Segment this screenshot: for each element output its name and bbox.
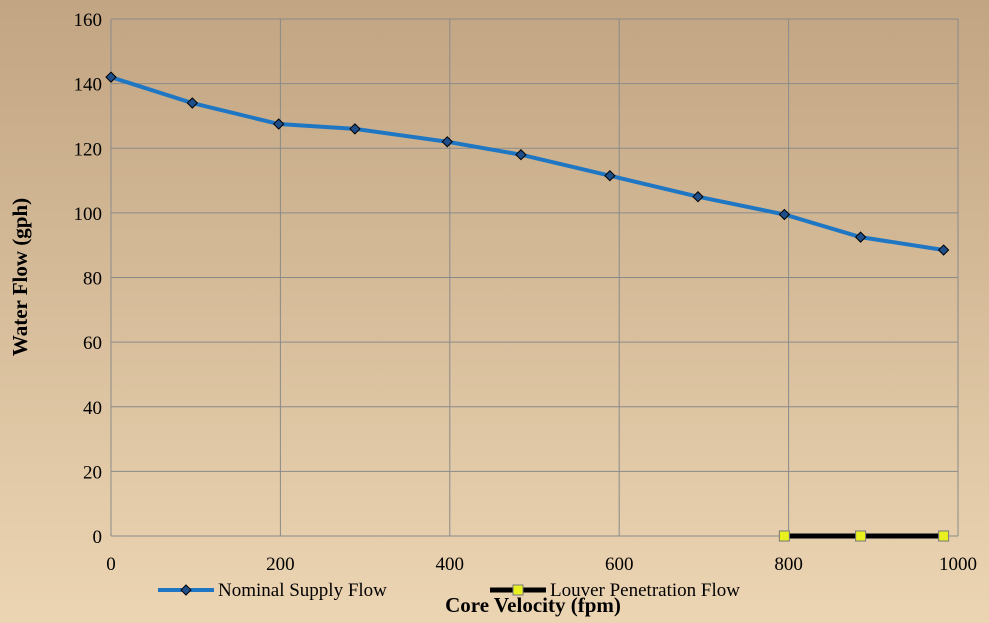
y-tick-label: 80 bbox=[83, 269, 102, 290]
marker bbox=[272, 118, 285, 130]
marker bbox=[855, 530, 867, 542]
series bbox=[778, 530, 950, 542]
y-tick-label: 20 bbox=[83, 462, 102, 483]
y-tick-label: 160 bbox=[74, 10, 103, 31]
y-tick-label: 140 bbox=[74, 75, 103, 96]
x-tick-label: 1000 bbox=[939, 554, 977, 575]
marker bbox=[180, 584, 192, 596]
marker bbox=[515, 149, 527, 161]
marker bbox=[512, 584, 524, 596]
grid: 0 20 40 60 80 100 120 140 160 0 200 400 600 800 1000 bbox=[74, 10, 978, 575]
series bbox=[105, 71, 950, 256]
x-tick-label: 600 bbox=[605, 554, 634, 575]
marker bbox=[692, 191, 704, 203]
marker bbox=[105, 71, 117, 83]
marker bbox=[604, 170, 616, 182]
plot bbox=[105, 71, 950, 542]
legend-label: Louver Penetration Flow bbox=[550, 580, 740, 601]
legend-label: Nominal Supply Flow bbox=[218, 580, 387, 601]
y-tick-label: 100 bbox=[74, 204, 103, 225]
marker bbox=[854, 231, 867, 243]
marker bbox=[778, 208, 791, 221]
y-axis-label: Water Flow (gph) bbox=[8, 198, 32, 356]
x-tick-label: 200 bbox=[266, 554, 295, 575]
y-tick-label: 40 bbox=[83, 398, 102, 419]
x-axis-label: Core Velocity (fpm) bbox=[445, 593, 621, 617]
y-tick-label: 0 bbox=[93, 527, 103, 548]
marker bbox=[938, 530, 950, 542]
marker bbox=[186, 97, 199, 109]
y-tick-label: 60 bbox=[83, 333, 102, 354]
x-tick-label: 800 bbox=[774, 554, 803, 575]
marker bbox=[778, 530, 790, 542]
y-tick-label: 120 bbox=[74, 139, 103, 160]
x-tick-label: 0 bbox=[106, 554, 116, 575]
x-tick-label: 400 bbox=[436, 554, 465, 575]
marker bbox=[937, 244, 950, 256]
marker bbox=[441, 136, 453, 148]
legend: Nominal Supply Flow Louver Penetration Fl… bbox=[158, 580, 740, 601]
marker bbox=[349, 123, 361, 135]
